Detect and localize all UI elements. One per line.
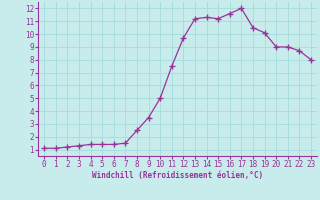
X-axis label: Windchill (Refroidissement éolien,°C): Windchill (Refroidissement éolien,°C): [92, 171, 263, 180]
